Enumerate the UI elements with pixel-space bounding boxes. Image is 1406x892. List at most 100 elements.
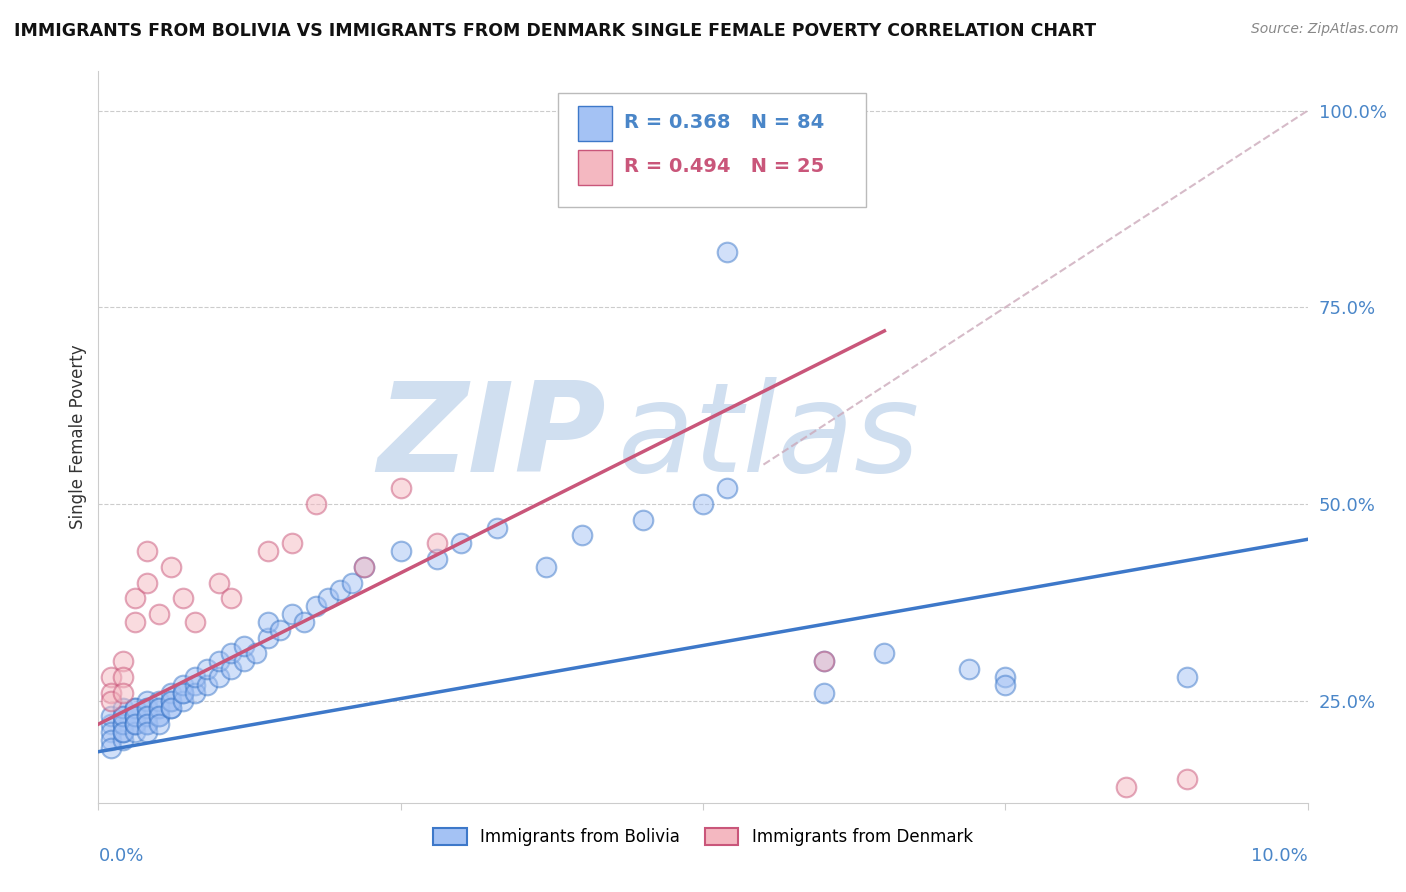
Text: ZIP: ZIP — [378, 376, 606, 498]
Point — [100, 686, 122, 700]
Point — [124, 709, 146, 723]
Text: R = 0.368   N = 84: R = 0.368 N = 84 — [624, 113, 825, 132]
Point — [111, 709, 134, 723]
Point — [148, 607, 170, 621]
Text: R = 0.494   N = 25: R = 0.494 N = 25 — [624, 157, 825, 176]
Point — [389, 544, 412, 558]
Point — [692, 497, 714, 511]
Point — [124, 615, 146, 629]
Point — [221, 662, 243, 676]
Point — [111, 725, 134, 739]
Point — [305, 497, 328, 511]
Point — [100, 725, 122, 739]
Text: atlas: atlas — [619, 376, 921, 498]
Point — [135, 544, 157, 558]
Point — [534, 559, 557, 574]
Point — [135, 717, 157, 731]
Point — [100, 740, 122, 755]
Point — [111, 732, 134, 747]
Point — [571, 528, 593, 542]
Point — [111, 670, 134, 684]
Point — [111, 725, 134, 739]
Point — [111, 717, 134, 731]
Point — [195, 662, 218, 676]
Point — [389, 481, 412, 495]
Point — [160, 701, 183, 715]
Point — [100, 670, 122, 684]
Point — [1115, 780, 1137, 794]
Point — [124, 591, 146, 606]
Point — [124, 717, 146, 731]
Point — [148, 709, 170, 723]
Point — [124, 725, 146, 739]
Point — [111, 709, 134, 723]
Point — [160, 701, 183, 715]
Point — [716, 481, 738, 495]
Point — [124, 717, 146, 731]
Point — [994, 678, 1017, 692]
Point — [148, 693, 170, 707]
Point — [124, 709, 146, 723]
Point — [631, 513, 654, 527]
Point — [135, 701, 157, 715]
Text: 10.0%: 10.0% — [1251, 847, 1308, 864]
Point — [426, 536, 449, 550]
Point — [716, 245, 738, 260]
Point — [281, 607, 304, 621]
Point — [256, 615, 278, 629]
Point — [426, 552, 449, 566]
FancyBboxPatch shape — [578, 150, 613, 185]
Point — [100, 693, 122, 707]
Point — [245, 646, 267, 660]
Point — [184, 686, 207, 700]
Point — [292, 615, 315, 629]
Point — [221, 646, 243, 660]
Point — [172, 686, 194, 700]
Text: IMMIGRANTS FROM BOLIVIA VS IMMIGRANTS FROM DENMARK SINGLE FEMALE POVERTY CORRELA: IMMIGRANTS FROM BOLIVIA VS IMMIGRANTS FR… — [14, 22, 1097, 40]
Y-axis label: Single Female Poverty: Single Female Poverty — [69, 345, 87, 529]
Point — [111, 701, 134, 715]
Point — [135, 701, 157, 715]
Point — [172, 693, 194, 707]
Point — [221, 591, 243, 606]
Point — [124, 709, 146, 723]
Point — [256, 544, 278, 558]
Point — [148, 701, 170, 715]
Point — [124, 701, 146, 715]
Point — [353, 559, 375, 574]
Point — [100, 732, 122, 747]
Point — [329, 583, 352, 598]
Point — [135, 693, 157, 707]
Point — [184, 678, 207, 692]
Point — [269, 623, 291, 637]
Point — [184, 670, 207, 684]
Text: 0.0%: 0.0% — [98, 847, 143, 864]
Point — [160, 693, 183, 707]
Point — [135, 725, 157, 739]
Point — [172, 686, 194, 700]
Point — [1175, 670, 1198, 684]
Point — [994, 670, 1017, 684]
Point — [100, 709, 122, 723]
Point — [124, 717, 146, 731]
Point — [148, 709, 170, 723]
Point — [184, 615, 207, 629]
Point — [1175, 772, 1198, 787]
Point — [342, 575, 364, 590]
Point — [135, 709, 157, 723]
Point — [316, 591, 339, 606]
Point — [148, 701, 170, 715]
Point — [873, 646, 896, 660]
Point — [111, 717, 134, 731]
Point — [172, 678, 194, 692]
Point — [208, 654, 231, 668]
Point — [111, 654, 134, 668]
Point — [100, 717, 122, 731]
Point — [111, 686, 134, 700]
Point — [957, 662, 980, 676]
Point — [135, 709, 157, 723]
Point — [135, 717, 157, 731]
Point — [172, 591, 194, 606]
Point — [281, 536, 304, 550]
Point — [208, 670, 231, 684]
